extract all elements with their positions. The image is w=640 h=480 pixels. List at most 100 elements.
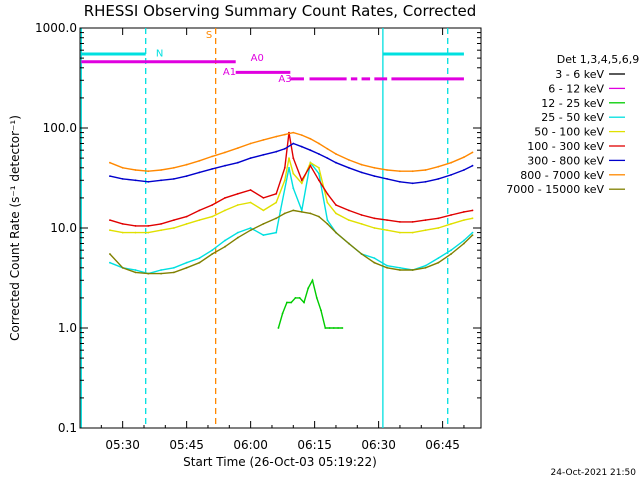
data-point-3-32 (471, 231, 474, 234)
data-point-3-9 (224, 239, 226, 242)
data-point-7-25 (399, 170, 401, 173)
x-tick-label-2: 06:00 (233, 438, 268, 452)
data-point-8-8 (211, 253, 214, 255)
data-point-3-7 (198, 257, 201, 259)
data-point-6-15 (292, 142, 295, 145)
data-point-3-14 (279, 209, 282, 212)
data-point-4-8 (211, 215, 214, 218)
data-point-8-19 (326, 223, 329, 225)
data-point-6-28 (437, 178, 440, 180)
data-point-4-7 (198, 219, 201, 222)
data-point-8-7 (198, 261, 201, 264)
data-point-8-6 (185, 266, 188, 269)
data-point-7-2 (134, 169, 137, 171)
y-tick-label-3: 1.0 (58, 321, 77, 335)
data-point-2-3 (290, 301, 293, 304)
y-tick-label-4: 0.1 (58, 421, 77, 435)
y-tick-label-1: 100.0 (43, 121, 77, 135)
data-point-2-2 (286, 301, 288, 304)
data-point-4-6 (185, 223, 188, 225)
data-point-3-4 (160, 269, 163, 271)
data-point-8-3 (147, 272, 150, 275)
data-point-2-12 (328, 327, 331, 329)
data-point-3-30 (450, 249, 452, 252)
series-line-7 (109, 131, 473, 172)
data-point-3-5 (173, 266, 175, 269)
data-point-6-9 (224, 164, 226, 167)
marker-labels: N S A0 A1 A3 (156, 30, 292, 85)
data-point-4-2 (134, 231, 137, 234)
data-point-2-14 (337, 327, 339, 329)
data-point-7-26 (411, 170, 414, 173)
data-point-7-22 (360, 163, 363, 166)
axis-ticks: 05:30 05:45 06:00 06:15 06:30 06:45 1000.0 100.… (35, 21, 481, 452)
x-tick-label-4: 06:30 (361, 438, 396, 452)
data-point-5-3 (147, 225, 150, 227)
data-point-2-13 (332, 327, 335, 329)
marker-label-1: S (206, 30, 212, 41)
data-point-3-13 (275, 231, 278, 234)
series-line-8 (109, 209, 473, 275)
data-point-7-7 (198, 159, 201, 162)
data-point-7-1 (121, 166, 124, 169)
data-point-5-0 (109, 219, 111, 222)
data-point-7-21 (347, 159, 350, 161)
timestamp: 24-Oct-2021 21:50 (551, 468, 637, 478)
data-point-3-12 (262, 234, 265, 237)
data-point-5-17 (300, 179, 303, 182)
data-point-8-29 (450, 253, 452, 255)
data-point-4-30 (450, 223, 452, 225)
data-point-6-30 (463, 169, 465, 171)
data-point-6-1 (121, 178, 124, 180)
legend-label-8: 7000 - 15000 keV (506, 183, 604, 196)
data-point-8-22 (360, 253, 363, 255)
data-point-4-12 (262, 209, 265, 212)
chart-title: RHESSI Observing Summary Count Rates, Co… (84, 2, 477, 20)
x-tick-label-0: 05:30 (105, 438, 140, 452)
data-point-2-8 (311, 279, 314, 282)
data-point-6-21 (347, 166, 350, 169)
data-point-4-23 (360, 223, 363, 225)
data-point-4-4 (160, 229, 163, 232)
data-point-6-8 (211, 168, 214, 170)
data-point-4-22 (347, 219, 350, 222)
data-point-3-2 (134, 269, 137, 271)
data-point-6-13 (275, 150, 278, 153)
y-tick-label-2: 10.0 (50, 221, 77, 235)
data-point-4-29 (437, 227, 440, 229)
data-point-4-24 (373, 227, 376, 229)
data-point-8-16 (300, 211, 303, 213)
data-point-7-4 (160, 169, 163, 171)
data-point-8-9 (224, 245, 226, 248)
data-point-3-31 (463, 239, 465, 242)
data-point-5-4 (160, 223, 163, 225)
data-point-6-19 (326, 157, 329, 160)
data-point-2-0 (277, 327, 280, 329)
data-point-5-10 (236, 192, 239, 195)
data-point-4-28 (424, 229, 427, 232)
data-point-5-6 (185, 215, 188, 218)
data-point-6-27 (424, 180, 427, 183)
data-point-6-11 (249, 157, 252, 160)
data-point-2-15 (341, 327, 344, 329)
data-point-6-4 (160, 179, 163, 182)
data-point-8-25 (399, 269, 401, 271)
data-point-5-20 (326, 192, 329, 195)
data-point-8-0 (109, 253, 111, 255)
data-point-6-2 (134, 179, 137, 182)
data-point-5-5 (173, 219, 175, 222)
data-point-5-13 (275, 192, 278, 195)
data-point-5-23 (360, 214, 363, 216)
data-point-4-25 (386, 229, 388, 232)
marker-label-2: A0 (251, 53, 264, 64)
data-point-4-15 (288, 157, 290, 160)
data-point-8-1 (121, 266, 124, 269)
data-point-5-26 (399, 221, 401, 223)
data-point-7-6 (185, 163, 188, 166)
data-point-5-25 (386, 219, 388, 222)
data-point-3-19 (318, 172, 320, 175)
data-point-4-13 (275, 201, 278, 204)
data-point-7-15 (292, 131, 295, 134)
y-tick-label-0: 1000.0 (35, 21, 77, 35)
